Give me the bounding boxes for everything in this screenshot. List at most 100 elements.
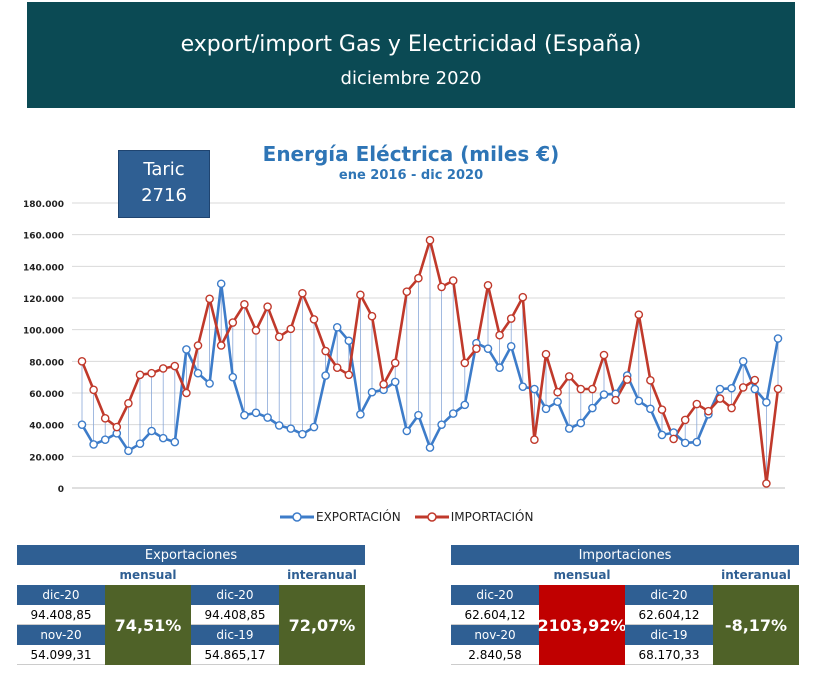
legend-import-marker bbox=[414, 512, 449, 522]
y-tick-label: 120.000 bbox=[23, 295, 64, 305]
export-point bbox=[588, 403, 597, 413]
y-tick-label: 140.000 bbox=[23, 263, 64, 273]
y-tick-label: 0 bbox=[58, 485, 64, 495]
import-point bbox=[147, 368, 156, 378]
export-point bbox=[367, 387, 377, 397]
import-point bbox=[622, 375, 632, 384]
import-point bbox=[193, 341, 203, 350]
export-point bbox=[147, 426, 156, 436]
import-point bbox=[367, 311, 377, 321]
chart-legend: EXPORTACIÓN IMPORTACIÓN bbox=[280, 510, 533, 524]
import-point bbox=[773, 384, 783, 394]
export-point bbox=[124, 446, 133, 456]
export-point bbox=[344, 336, 354, 346]
import-point bbox=[124, 398, 133, 408]
import-point bbox=[182, 388, 191, 398]
import-point bbox=[298, 288, 307, 298]
imp-period-3: dic-20 bbox=[625, 585, 713, 605]
export-point bbox=[657, 430, 667, 440]
import-point bbox=[135, 370, 145, 380]
export-point bbox=[773, 334, 783, 343]
title-banner: export/import Gas y Electricidad (España… bbox=[27, 2, 795, 108]
export-point bbox=[205, 379, 214, 388]
imp-header: Importaciones bbox=[451, 545, 799, 565]
imp-value-3: 62.604,12 bbox=[625, 605, 713, 625]
import-point bbox=[472, 344, 481, 353]
export-point bbox=[228, 372, 238, 382]
export-point bbox=[402, 426, 412, 436]
export-point bbox=[332, 322, 342, 332]
export-point bbox=[89, 440, 98, 449]
export-point bbox=[738, 357, 748, 366]
export-point bbox=[216, 279, 226, 289]
export-point bbox=[680, 438, 690, 448]
imp-value-2: 2.840,58 bbox=[451, 645, 539, 665]
export-point bbox=[506, 341, 516, 351]
import-point bbox=[576, 384, 586, 394]
exp-value-1: 94.408,85 bbox=[17, 605, 105, 625]
export-point bbox=[274, 421, 284, 430]
export-point bbox=[425, 443, 435, 452]
import-point bbox=[657, 405, 667, 414]
banner-subtitle: diciembre 2020 bbox=[340, 68, 482, 89]
import-point bbox=[158, 364, 168, 373]
import-point bbox=[588, 384, 597, 394]
export-point bbox=[576, 418, 586, 428]
export-point bbox=[692, 437, 702, 447]
imp-period-2: nov-20 bbox=[451, 625, 539, 645]
y-tick-label: 160.000 bbox=[23, 232, 64, 242]
import-point bbox=[321, 346, 330, 356]
import-point bbox=[100, 414, 110, 423]
import-point bbox=[460, 358, 470, 368]
y-tick-label: 180.000 bbox=[23, 200, 64, 210]
legend-import-label: IMPORTACIÓN bbox=[450, 510, 534, 524]
export-point bbox=[460, 400, 470, 410]
import-point bbox=[89, 385, 98, 395]
import-point bbox=[541, 349, 551, 359]
export-point bbox=[251, 408, 261, 418]
import-point bbox=[715, 394, 725, 403]
export-point bbox=[170, 437, 180, 447]
import-point bbox=[390, 358, 400, 368]
exp-interanual: interanual bbox=[287, 568, 357, 582]
export-point bbox=[356, 410, 365, 419]
export-point bbox=[135, 439, 145, 448]
import-point bbox=[530, 435, 539, 445]
import-point bbox=[77, 357, 87, 366]
import-point bbox=[680, 415, 690, 425]
imp-value-4: 68.170,33 bbox=[625, 645, 713, 665]
export-point bbox=[437, 420, 446, 429]
import-point bbox=[762, 479, 771, 488]
import-point bbox=[251, 326, 261, 335]
import-point bbox=[309, 315, 319, 324]
import-point bbox=[414, 273, 423, 283]
import-point bbox=[750, 375, 760, 385]
export-point bbox=[762, 398, 771, 407]
legend-export-marker bbox=[280, 512, 314, 522]
import-point bbox=[286, 324, 296, 334]
export-point bbox=[518, 382, 528, 391]
export-point bbox=[390, 377, 400, 387]
export-point bbox=[495, 363, 504, 372]
exp-period-1: dic-20 bbox=[17, 585, 105, 605]
import-point bbox=[506, 314, 516, 323]
chart-subtitle: ene 2016 - dic 2020 bbox=[338, 168, 484, 183]
import-point bbox=[356, 290, 365, 300]
export-point bbox=[100, 435, 110, 445]
y-tick-label: 20.000 bbox=[29, 453, 64, 463]
import-point bbox=[553, 387, 562, 397]
imp-interanual: interanual bbox=[721, 568, 791, 582]
banner-title: export/import Gas y Electricidad (España… bbox=[180, 32, 642, 57]
export-point bbox=[727, 383, 736, 393]
import-point bbox=[738, 383, 748, 392]
export-point bbox=[553, 397, 562, 407]
import-point bbox=[704, 406, 713, 416]
export-point bbox=[530, 384, 539, 394]
y-tick-label: 60.000 bbox=[29, 390, 64, 400]
export-point bbox=[634, 396, 644, 406]
exp-mensual: mensual bbox=[119, 568, 177, 582]
export-point bbox=[298, 429, 307, 439]
export-point bbox=[715, 384, 725, 394]
exp-value-3: 94.408,85 bbox=[191, 605, 279, 625]
export-point bbox=[646, 404, 655, 414]
